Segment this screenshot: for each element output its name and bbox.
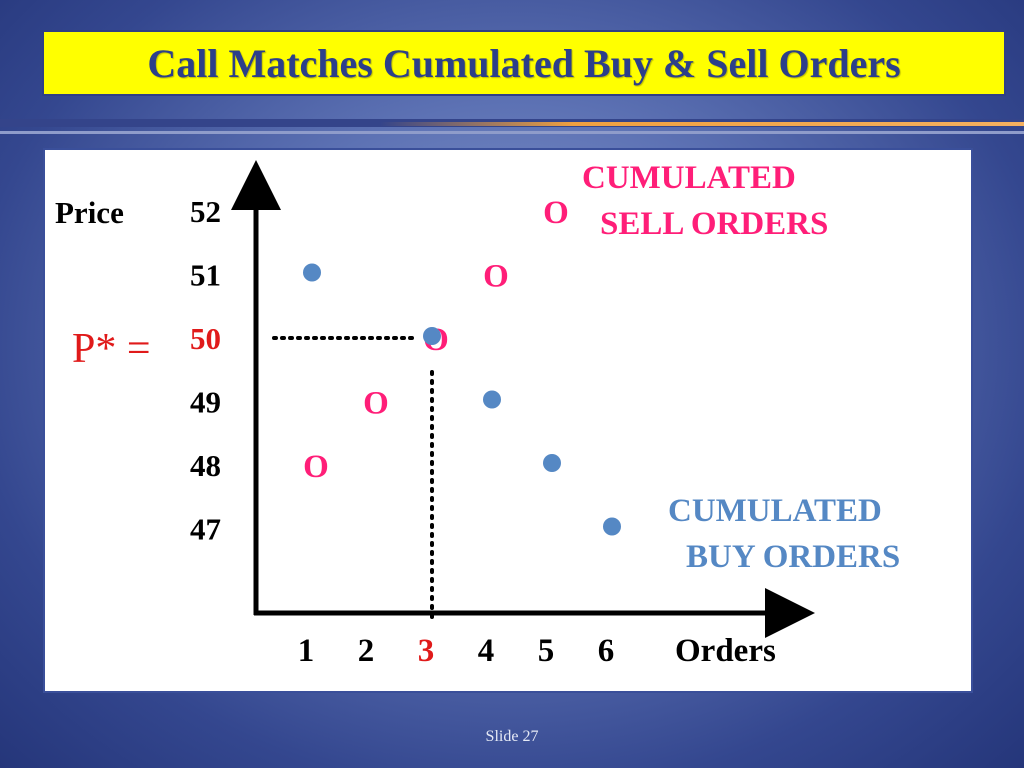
x-tick-label-5: 5 (538, 633, 555, 669)
x-tick-label-2: 2 (358, 633, 375, 669)
buy-legend-line2: BUY ORDERS (686, 539, 900, 575)
y-tick-label-48: 48 (190, 448, 221, 483)
sell-order-point: O (303, 449, 329, 485)
x-tick-label-1: 1 (298, 633, 315, 669)
x-tick-label-6: 6 (598, 633, 615, 669)
equilibrium-label: P* = (72, 326, 151, 372)
buy-order-point (303, 263, 321, 282)
y-tick-label-49: 49 (190, 385, 221, 420)
slide-number: Slide 27 (485, 728, 539, 745)
buy-order-point (423, 327, 441, 345)
slide-title: Call Matches Cumulated Buy & Sell Orders (147, 40, 901, 86)
chart-panel (43, 148, 973, 693)
divider-line (0, 131, 1024, 134)
y-tick-label-52: 52 (190, 194, 221, 229)
y-tick-label-47: 47 (190, 512, 221, 547)
buy-order-point (603, 517, 621, 536)
x-tick-label-4: 4 (478, 633, 495, 669)
y-axis-label: Price (55, 195, 124, 230)
sell-order-point: O (483, 259, 509, 295)
title-box: Call Matches Cumulated Buy & Sell Orders (42, 30, 1006, 96)
buy-legend-line1: CUMULATED (668, 493, 882, 529)
divider-highlight (380, 122, 1024, 126)
y-tick-label-51: 51 (190, 258, 221, 293)
x-axis-label: Orders (675, 633, 776, 669)
buy-order-point (483, 390, 501, 409)
sell-order-point: O (363, 386, 389, 422)
x-tick-label-3: 3 (418, 633, 435, 669)
sell-order-point: O (543, 195, 569, 231)
sell-legend-line1: CUMULATED (582, 160, 796, 196)
sell-legend-line2: SELL ORDERS (600, 206, 828, 242)
buy-order-point (543, 454, 561, 472)
y-tick-label-50: 50 (190, 321, 221, 356)
